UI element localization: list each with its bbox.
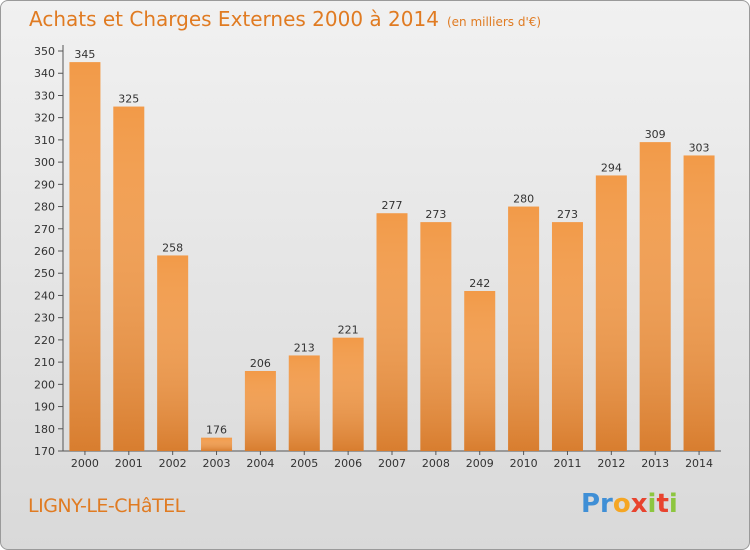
y-tick-label: 210: [34, 356, 55, 369]
data-label: 242: [469, 277, 490, 290]
y-tick-label: 300: [34, 156, 55, 169]
y-tick-label: 240: [34, 289, 55, 302]
y-tick-label: 200: [34, 378, 55, 391]
data-label: 325: [118, 93, 139, 106]
data-label: 206: [250, 357, 271, 370]
x-tick-label: 2001: [115, 457, 143, 470]
data-label: 221: [338, 324, 359, 337]
x-tick-label: 2009: [466, 457, 494, 470]
x-tick-label: 2004: [246, 457, 274, 470]
data-label: 345: [74, 48, 95, 61]
bar-shade-2002: [157, 255, 189, 451]
bar-shade-2000: [69, 62, 101, 451]
bar-shade-2011: [551, 222, 583, 451]
y-tick-label: 220: [34, 334, 55, 347]
x-tick-label: 2005: [290, 457, 318, 470]
bar-shade-2013: [639, 142, 671, 451]
chart-title: Achats et Charges Externes 2000 à 2014 (e…: [29, 7, 541, 31]
data-label: 277: [382, 199, 403, 212]
bar-shade-2012: [595, 175, 627, 451]
chart-labels: 2000 345 2001 325 2002 258 2003 176 2004 206 2005 2…: [71, 48, 713, 470]
y-tick-label: 250: [34, 267, 55, 280]
y-tick-label: 330: [34, 89, 55, 102]
chart-subtitle: (en milliers d'€): [446, 15, 542, 29]
proxiti-logo: Proxiti: [581, 489, 678, 519]
bar-shade-2010: [508, 206, 540, 451]
x-tick-label: 2008: [422, 457, 450, 470]
y-tick-label: 260: [34, 245, 55, 258]
y-tick-label: 320: [34, 112, 55, 125]
bar-shade-2006: [332, 337, 364, 451]
x-tick-label: 2003: [203, 457, 231, 470]
data-label: 213: [294, 341, 315, 354]
place-name: LIGNY-LE-CHâTEL: [28, 495, 185, 517]
x-tick-label: 2010: [510, 457, 538, 470]
data-label: 273: [425, 208, 446, 221]
x-tick-label: 2000: [71, 457, 99, 470]
x-tick-label: 2002: [159, 457, 187, 470]
data-label: 309: [645, 128, 666, 141]
bar-shade-2009: [464, 291, 496, 451]
data-label: 294: [601, 161, 622, 174]
y-tick-label: 280: [34, 201, 55, 214]
chart-title-text: Achats et Charges Externes 2000 à 2014: [29, 7, 439, 31]
data-label: 273: [557, 208, 578, 221]
data-label: 280: [513, 193, 534, 206]
y-tick-label: 270: [34, 223, 55, 236]
x-tick-label: 2014: [685, 457, 713, 470]
data-label: 176: [206, 424, 227, 437]
bar-shade-2001: [113, 106, 145, 452]
x-tick-label: 2012: [597, 457, 625, 470]
bar-shade-2003: [201, 437, 233, 451]
data-label: 258: [162, 241, 183, 254]
bar-shade-2008: [420, 222, 452, 451]
x-tick-label: 2013: [641, 457, 669, 470]
bar-shade-2007: [376, 213, 408, 451]
bar-shade-2004: [244, 371, 276, 451]
bar-shade-2014: [683, 155, 715, 451]
data-label: 303: [689, 141, 710, 154]
x-tick-label: 2011: [553, 457, 581, 470]
y-tick-label: 340: [34, 67, 55, 80]
y-tick-label: 180: [34, 423, 55, 436]
y-tick-label: 190: [34, 401, 55, 414]
y-tick-label: 290: [34, 178, 55, 191]
x-tick-label: 2006: [334, 457, 362, 470]
bar-shade-2005: [288, 355, 320, 451]
x-tick-label: 2007: [378, 457, 406, 470]
y-tick-label: 170: [34, 445, 55, 458]
chart-axes: 170 180 190 200 210 220 230 240 250 260 270 280 290 3…: [34, 45, 721, 458]
y-tick-label: 350: [34, 45, 55, 58]
y-tick-label: 310: [34, 134, 55, 147]
chart-bars: [69, 62, 715, 452]
y-tick-label: 230: [34, 312, 55, 325]
